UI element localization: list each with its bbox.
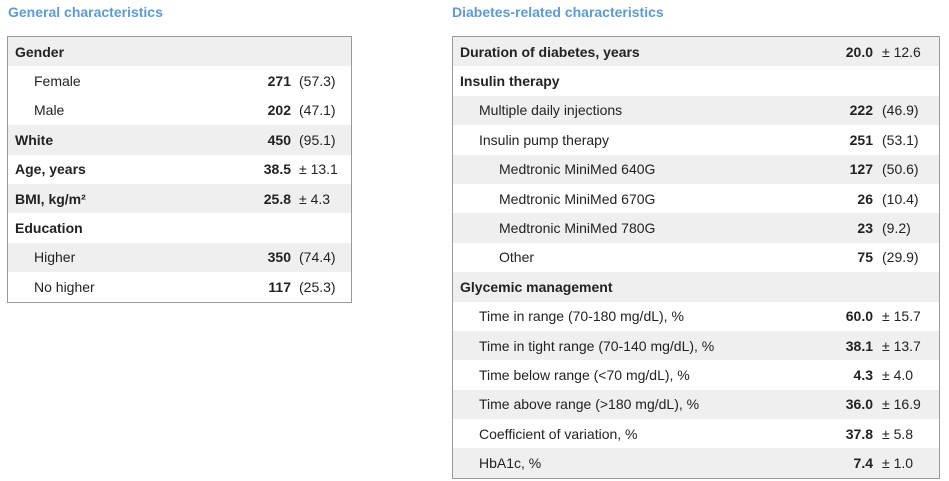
row-value: 26 xyxy=(857,190,873,207)
row-value: 7.4 xyxy=(853,455,873,472)
table-row: Glycemic management xyxy=(453,272,939,302)
row-value: 25.8 xyxy=(263,190,291,207)
row-extra: (10.4) xyxy=(882,190,919,207)
table-row: White 450 (95.1) xyxy=(8,125,351,155)
table-row: Education xyxy=(8,213,351,242)
row-extra: (46.9) xyxy=(882,102,919,119)
row-extra: (95.1) xyxy=(299,131,336,148)
row-value: 117 xyxy=(268,278,291,295)
row-value: 75 xyxy=(857,249,873,266)
row-extra: ± 1.0 xyxy=(882,455,914,472)
row-extra: ± 5.8 xyxy=(882,425,914,442)
table-row: Time above range (>180 mg/dL), % 36.0 ± … xyxy=(453,389,939,420)
table-row: Other 75 (29.9) xyxy=(453,243,939,272)
row-label: Insulin therapy xyxy=(460,73,560,90)
row-extra: ± 4.0 xyxy=(882,366,914,383)
row-extra: ± 16.9 xyxy=(882,396,921,413)
row-value: 350 xyxy=(267,249,291,266)
row-label: Age, years xyxy=(15,161,86,178)
row-extra: (74.4) xyxy=(299,249,336,266)
row-label: No higher xyxy=(34,278,95,295)
row-label: White xyxy=(15,131,54,148)
row-value: 36.0 xyxy=(845,396,873,413)
row-label: Insulin pump therapy xyxy=(479,131,609,148)
row-value: 127 xyxy=(849,161,873,178)
row-extra: ± 13.1 xyxy=(299,161,338,178)
row-label: Medtronic MiniMed 670G xyxy=(499,190,656,207)
row-value: 60.0 xyxy=(845,308,873,325)
general-characteristics-table: Gender Female 271 (57.3) Male 202 (47.1)… xyxy=(7,36,352,303)
diabetes-characteristics-title: Diabetes-related characteristics xyxy=(452,4,664,20)
row-label: Multiple daily injections xyxy=(479,102,623,119)
row-extra: ± 12.6 xyxy=(882,43,921,60)
row-label: Glycemic management xyxy=(460,278,613,295)
row-label: Time in tight range (70-140 mg/dL), % xyxy=(479,337,715,354)
table-row: Female 271 (57.3) xyxy=(8,66,351,95)
row-extra: (53.1) xyxy=(882,131,919,148)
row-value: 20.0 xyxy=(845,43,873,60)
row-label: BMI, kg/m² xyxy=(15,190,86,207)
table-row: No higher 117 (25.3) xyxy=(8,272,351,301)
row-extra: (9.2) xyxy=(882,220,911,237)
row-label: Coefficient of variation, % xyxy=(479,425,638,442)
table-row: Multiple daily injections 222 (46.9) xyxy=(453,95,939,126)
row-extra: (25.3) xyxy=(299,278,336,295)
general-characteristics-title: General characteristics xyxy=(8,4,163,20)
row-label: Medtronic MiniMed 640G xyxy=(499,161,656,178)
row-label: Time below range (<70 mg/dL), % xyxy=(479,366,690,383)
table-row: Coefficient of variation, % 37.8 ± 5.8 xyxy=(453,419,939,448)
row-label: Higher xyxy=(34,249,76,266)
row-extra: (47.1) xyxy=(299,102,336,119)
row-label: Gender xyxy=(15,43,65,60)
table-row: Age, years 38.5 ± 13.1 xyxy=(8,155,351,184)
table-row: Time below range (<70 mg/dL), % 4.3 ± 4.… xyxy=(453,360,939,389)
row-extra: (50.6) xyxy=(882,161,919,178)
row-extra: ± 15.7 xyxy=(882,308,921,325)
row-value: 38.5 xyxy=(263,161,291,178)
row-extra: ± 4.3 xyxy=(299,190,331,207)
table-row: BMI, kg/m² 25.8 ± 4.3 xyxy=(8,183,351,214)
table-row: Higher 350 (74.4) xyxy=(8,242,351,273)
row-label: HbA1c, % xyxy=(479,455,542,472)
table-row: Gender xyxy=(8,37,351,67)
row-value: 222 xyxy=(849,102,873,119)
row-extra: (29.9) xyxy=(882,249,919,266)
row-value: 4.3 xyxy=(853,366,873,383)
row-label: Education xyxy=(15,220,83,237)
row-value: 38.1 xyxy=(845,337,873,354)
row-value: 450 xyxy=(267,131,291,148)
row-label: Time in range (70-180 mg/dL), % xyxy=(479,308,684,325)
table-row: Insulin pump therapy 251 (53.1) xyxy=(453,125,939,154)
row-value: 202 xyxy=(267,102,291,119)
row-extra: ± 13.7 xyxy=(882,337,921,354)
table-row: Time in tight range (70-140 mg/dL), % 38… xyxy=(453,330,939,361)
row-value: 23 xyxy=(857,220,873,237)
diabetes-characteristics-table: Duration of diabetes, years 20.0 ± 12.6 … xyxy=(452,36,940,479)
row-value: 251 xyxy=(849,131,873,148)
table-row: Insulin therapy xyxy=(453,66,939,95)
row-label: Duration of diabetes, years xyxy=(460,43,640,60)
row-label: Female xyxy=(34,73,81,90)
row-label: Male xyxy=(34,102,65,119)
row-label: Time above range (>180 mg/dL), % xyxy=(479,396,700,413)
table-row: Male 202 (47.1) xyxy=(8,96,351,125)
table-row: HbA1c, % 7.4 ± 1.0 xyxy=(453,448,939,478)
table-row: Medtronic MiniMed 780G 23 (9.2) xyxy=(453,213,939,243)
table-row: Duration of diabetes, years 20.0 ± 12.6 xyxy=(453,37,939,67)
table-row: Time in range (70-180 mg/dL), % 60.0 ± 1… xyxy=(453,302,939,331)
table-row: Medtronic MiniMed 640G 127 (50.6) xyxy=(453,154,939,184)
row-label: Other xyxy=(499,249,535,266)
row-value: 37.8 xyxy=(845,425,873,442)
table-row: Medtronic MiniMed 670G 26 (10.4) xyxy=(453,184,939,213)
row-value: 271 xyxy=(267,73,291,90)
row-label: Medtronic MiniMed 780G xyxy=(499,220,656,237)
row-extra: (57.3) xyxy=(299,73,336,90)
